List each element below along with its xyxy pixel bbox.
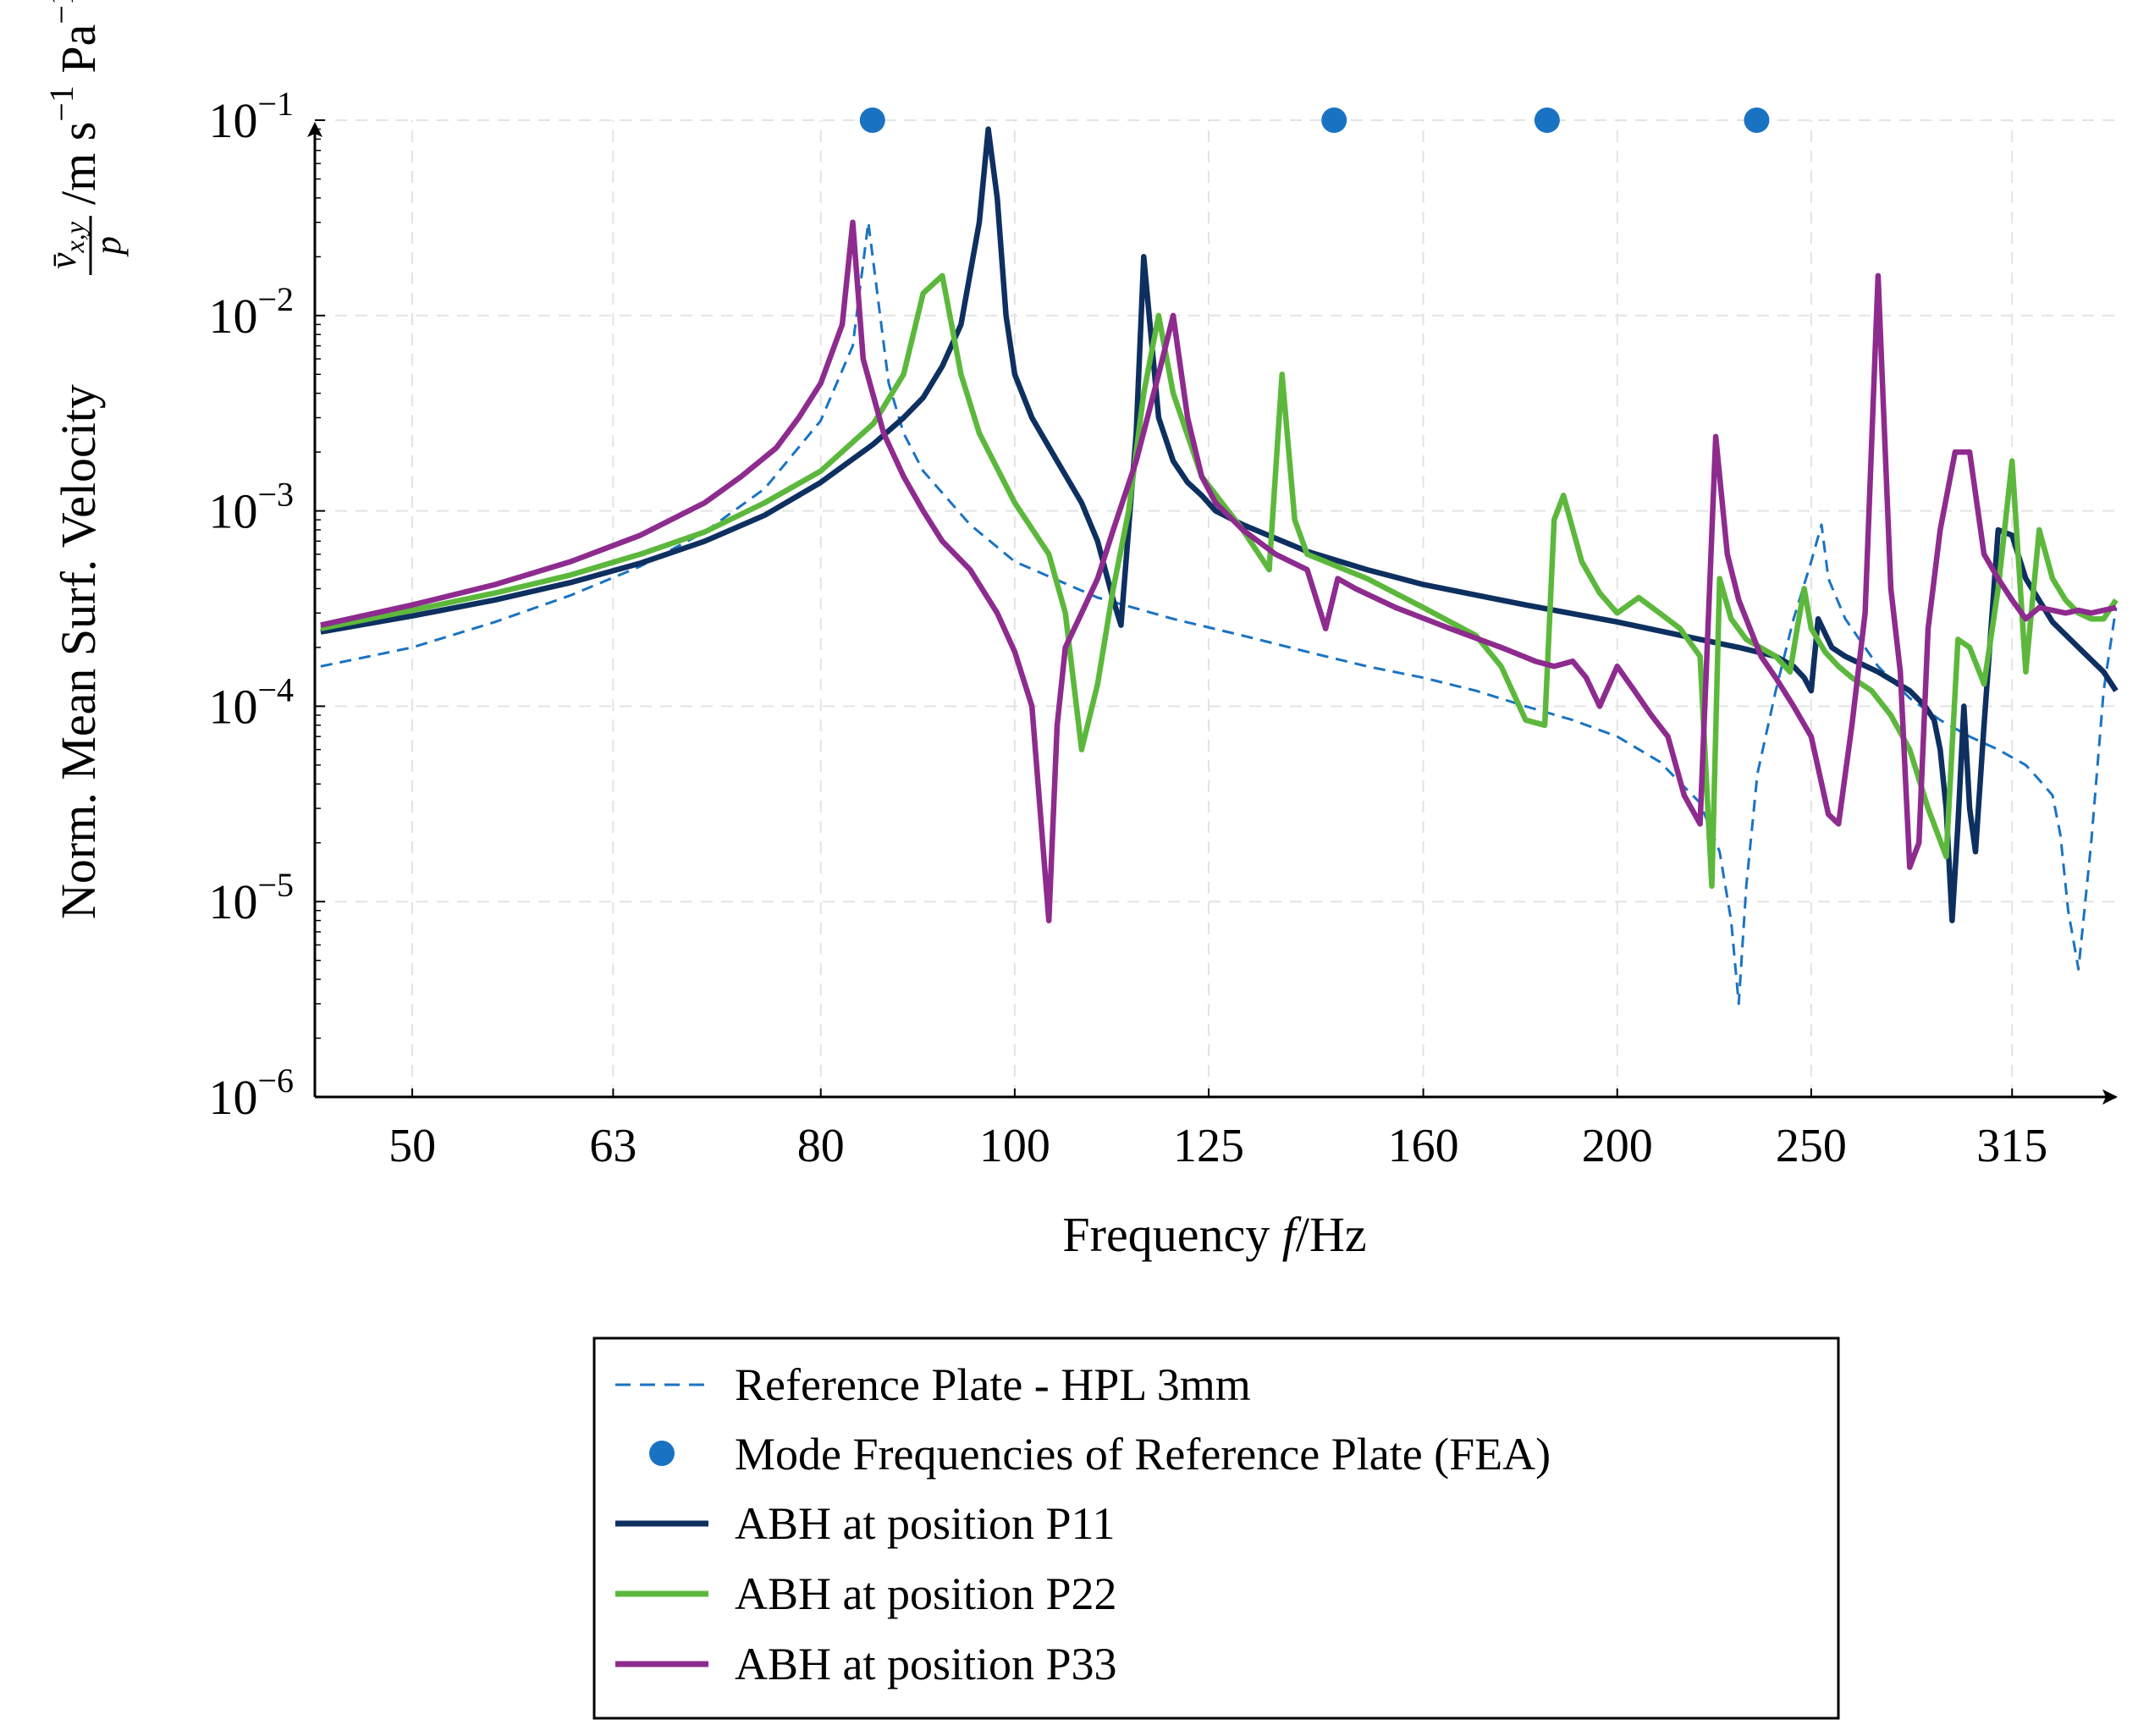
y-tick-exponent: −1	[257, 85, 294, 123]
mode-frequency-marker	[859, 107, 885, 133]
y-title-numerator: v̄	[42, 252, 84, 269]
x-tick-label: 125	[1173, 1120, 1244, 1172]
legend-label-p22: ABH at position P22	[735, 1568, 1117, 1619]
x-tick-label: 315	[1976, 1120, 2047, 1172]
grid	[315, 119, 2116, 1097]
axes	[307, 122, 2118, 1105]
x-tick-label: 100	[979, 1120, 1050, 1172]
y-tick-label: 10−5	[208, 866, 294, 929]
legend-entry-p11: ABH at position P11	[615, 1498, 1116, 1549]
legend-label-p11: ABH at position P11	[735, 1498, 1116, 1549]
y-tick-label: 10−6	[208, 1061, 294, 1125]
legend-swatch-modes	[649, 1441, 675, 1466]
series-abh-p22	[320, 273, 2119, 890]
y-title-unit2: Pa	[51, 25, 106, 86]
mode-frequency-marker	[1744, 107, 1770, 133]
x-tick-label: 160	[1388, 1120, 1459, 1172]
y-tick-exponent: −4	[257, 670, 294, 708]
y-tick-label: 10−3	[208, 476, 294, 539]
y-tick-label: 10−1	[208, 85, 294, 148]
series-abh-p33	[320, 219, 2117, 923]
y-tick-exponent: −6	[257, 1061, 294, 1099]
y-title-text: Norm. Mean Surf. Velocity	[51, 384, 106, 919]
svg-text:Frequency f/Hz: Frequency f/Hz	[1062, 1207, 1366, 1262]
series-layer	[320, 107, 2119, 1006]
y-tick-base: 10	[208, 93, 257, 148]
x-title-post: /Hz	[1296, 1207, 1367, 1262]
svg-text:v̄x,y: v̄x,y	[42, 221, 90, 269]
svg-text:Norm. Mean Surf. Velocity: Norm. Mean Surf. Velocity	[51, 384, 106, 919]
svg-text:p: p	[87, 236, 129, 257]
y-tick-label: 10−2	[208, 280, 294, 344]
legend-entry-reference: Reference Plate - HPL 3mm	[615, 1359, 1251, 1410]
y-axis-title: Norm. Mean Surf. Velocity v̄x,y p /m s−1…	[42, 0, 129, 919]
y-tick-base: 10	[208, 289, 257, 344]
legend-label-p33: ABH at position P33	[735, 1639, 1117, 1689]
legend-label-reference: Reference Plate - HPL 3mm	[735, 1359, 1251, 1410]
legend: Reference Plate - HPL 3mm Mode Frequenci…	[592, 1336, 1840, 1720]
x-tick-label: 250	[1776, 1120, 1847, 1172]
y-tick-exponent: −2	[257, 280, 294, 318]
y-title-unit-exp2: −1	[42, 0, 80, 25]
series-abh-p11	[320, 126, 2119, 923]
y-tick-base: 10	[208, 679, 257, 734]
x-tick-label: 50	[388, 1120, 436, 1172]
y-title-denominator: p	[87, 236, 129, 257]
x-axis-title: Frequency f/Hz	[1062, 1207, 1366, 1262]
x-title-pre: Frequency	[1062, 1207, 1281, 1262]
svg-text:/m s−1 Pa−1: /m s−1 Pa−1	[42, 0, 106, 205]
series-reference-plate	[320, 221, 2118, 1006]
y-title-unit-exp1: −1	[42, 85, 80, 122]
y-tick-base: 10	[208, 484, 257, 539]
legend-label-modes: Mode Frequencies of Reference Plate (FEA…	[735, 1429, 1551, 1480]
mode-frequency-marker	[1321, 107, 1347, 133]
x-tick-label: 80	[797, 1120, 845, 1172]
x-tick-label: 63	[589, 1120, 636, 1172]
y-title-numerator-sub: x,y	[59, 221, 90, 253]
legend-box	[592, 1336, 1840, 1720]
ticks: 50 63 80 100 125 160 200 250 31510−610−510−410−3…	[208, 85, 2047, 1172]
legend-entry-p22: ABH at position P22	[615, 1568, 1117, 1619]
y-tick-base: 10	[208, 874, 257, 929]
y-tick-exponent: −5	[257, 866, 294, 904]
y-tick-exponent: −3	[257, 476, 294, 514]
y-title-unit: /m s	[51, 122, 106, 205]
x-tick-label: 200	[1582, 1120, 1653, 1172]
legend-entry-modes: Mode Frequencies of Reference Plate (FEA…	[649, 1429, 1551, 1480]
legend-entry-p33: ABH at position P33	[615, 1639, 1117, 1689]
y-tick-label: 10−4	[208, 670, 294, 734]
y-tick-base: 10	[208, 1070, 257, 1125]
mode-frequency-marker	[1534, 107, 1560, 133]
x-axis-arrow	[2102, 1089, 2118, 1105]
